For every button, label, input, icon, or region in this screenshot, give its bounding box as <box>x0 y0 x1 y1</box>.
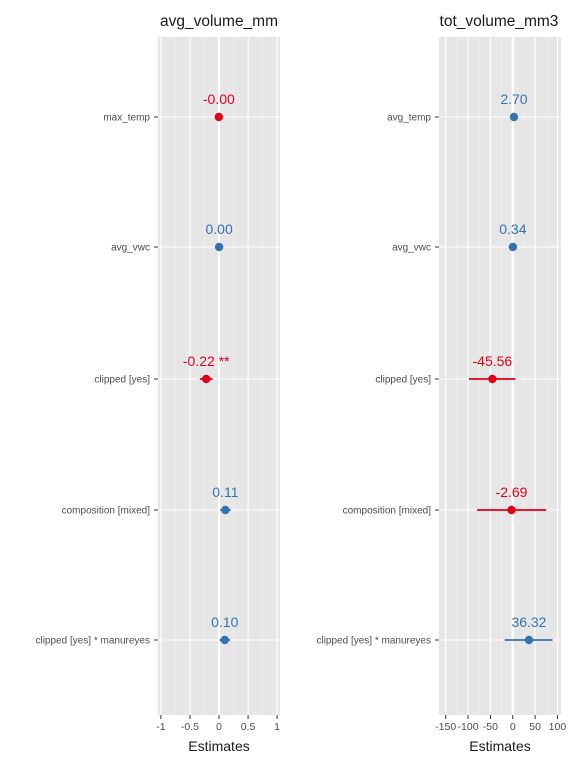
x-tick-label: 0.5 <box>241 721 256 733</box>
estimate-point <box>220 635 230 645</box>
x-tick-label: 0 <box>216 721 222 733</box>
x-tick-label: 1 <box>274 721 280 733</box>
panel-2: -150 -100 -50 0 50 100 avg_temp avg_vwcclipped … <box>316 13 566 754</box>
x-tick-label: 0 <box>510 721 516 733</box>
term-label: clipped [yes] * manureyes <box>35 636 150 647</box>
estimate-value-label: -0.00 <box>203 91 235 107</box>
x-tick-label: 100 <box>549 721 567 733</box>
term-label: avg_vwc <box>392 243 431 254</box>
term-label: clipped [yes] <box>94 375 150 386</box>
estimate-point <box>524 635 534 645</box>
panel-title: avg_volume_mm <box>160 13 278 30</box>
estimate-value-label: -2.69 <box>496 484 528 500</box>
term-label: clipped [yes] * manureyes <box>316 636 431 647</box>
estimate-point <box>488 374 497 384</box>
estimate-point <box>214 242 224 252</box>
x-tick-label: 50 <box>529 721 541 733</box>
x-tick-label: -0.5 <box>181 721 199 733</box>
term-label: max_temp <box>103 113 150 124</box>
term-label: clipped [yes] <box>375 375 431 386</box>
x-tick-label: -1 <box>156 721 165 733</box>
term-label: composition [mixed] <box>343 506 432 517</box>
estimate-point <box>509 112 519 122</box>
x-tick-label: -50 <box>483 721 498 733</box>
estimate-point <box>508 242 518 252</box>
term-label: avg_vwc <box>111 243 150 254</box>
term-label: avg_temp <box>387 113 431 124</box>
estimate-value-label: 36.32 <box>511 614 546 630</box>
x-axis-title: Estimates <box>188 738 249 754</box>
estimate-value-label: 2.70 <box>500 91 527 107</box>
estimate-point <box>214 112 224 122</box>
term-label: composition [mixed] <box>62 506 151 517</box>
estimate-value-label: -0.22 ** <box>183 353 230 369</box>
estimate-point <box>202 374 211 384</box>
estimate-value-label: -45.56 <box>473 353 513 369</box>
panel-title: tot_volume_mm3 <box>440 13 559 30</box>
estimate-value-label: 0.00 <box>205 221 232 237</box>
panel-background <box>439 37 561 715</box>
x-tick-label: -100 <box>458 721 479 733</box>
estimate-value-label: 0.11 <box>212 484 238 500</box>
estimate-point <box>507 505 516 515</box>
estimate-value-label: 0.34 <box>499 221 526 237</box>
x-tick-label: -150 <box>435 721 456 733</box>
x-axis-title: Estimates <box>469 738 530 754</box>
estimate-value-label: 0.10 <box>211 614 238 630</box>
estimate-point <box>221 505 230 515</box>
